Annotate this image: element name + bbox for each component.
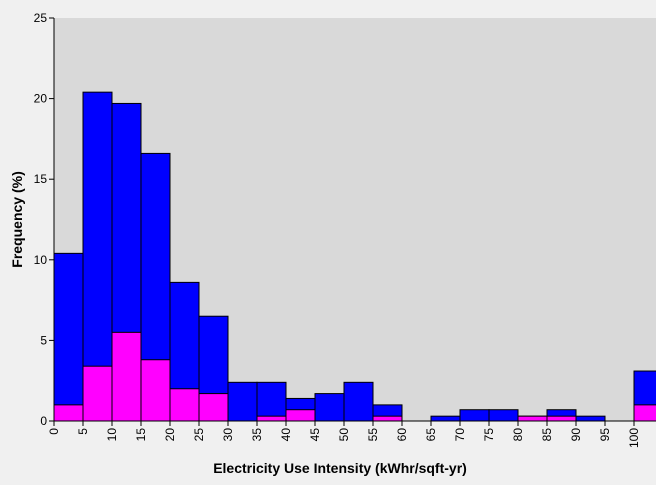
x-tick-label: 60	[395, 428, 409, 442]
x-tick-label: 40	[279, 428, 293, 442]
bar-series1-bin-0	[53, 252, 84, 422]
x-tick-label: 45	[308, 428, 322, 442]
bar-series2-bin-8	[285, 409, 316, 422]
bar-series2-bin-7	[256, 415, 287, 422]
bar-series1-bin-13	[430, 415, 461, 422]
x-tick-label: 80	[511, 428, 525, 442]
bar-series1-bin-10	[343, 381, 374, 422]
ticks-group: 0 5 10 15 20 25 0 5 10 15 20 25 30 35 40 45 50 55 60 65 70 75…	[34, 11, 641, 448]
y-tick-label: 0	[40, 414, 47, 428]
x-tick-label: 65	[424, 428, 438, 442]
x-tick-label: 55	[366, 428, 380, 442]
bar-series1-bin-7	[256, 381, 287, 422]
bar-series2-bin-0	[53, 404, 84, 422]
bar-series1-bin-18	[575, 415, 606, 422]
x-tick-label: 70	[453, 428, 467, 442]
bars-group	[53, 91, 656, 422]
bar-series2-bin-16	[517, 415, 548, 422]
x-tick-label: 90	[569, 428, 583, 442]
x-tick-label: 5	[76, 428, 90, 435]
x-axis-title: Electricity Use Intensity (kWhr/sqft-yr)	[213, 460, 467, 476]
bar-series2-bin-2	[111, 331, 142, 422]
x-tick-label: 10	[105, 428, 119, 442]
bar-series1-bin-15	[488, 409, 519, 422]
x-tick-label: 50	[337, 428, 351, 442]
bar-series1-bin-6	[227, 381, 258, 422]
bar-series2-bin-20	[633, 404, 656, 422]
x-tick-label: 85	[540, 428, 554, 442]
x-tick-label: 30	[221, 428, 235, 442]
y-tick-label: 10	[34, 253, 48, 267]
x-tick-label: 95	[598, 428, 612, 442]
bar-series2-bin-1	[82, 365, 113, 422]
bar-series2-bin-3	[140, 359, 171, 422]
x-tick-label: 100	[627, 428, 641, 448]
y-tick-label: 15	[34, 172, 48, 186]
y-tick-label: 5	[40, 333, 47, 347]
bar-series2-bin-4	[169, 388, 200, 422]
x-tick-label: 20	[163, 428, 177, 442]
y-tick-label: 20	[34, 92, 48, 106]
bar-series1-bin-14	[459, 409, 490, 422]
x-tick-label: 15	[134, 428, 148, 442]
bar-series2-bin-5	[198, 393, 229, 422]
x-tick-label: 25	[192, 428, 206, 442]
x-tick-label: 35	[250, 428, 264, 442]
x-tick-label: 0	[47, 428, 61, 435]
bar-series2-bin-11	[372, 415, 403, 422]
bar-series2-bin-17	[546, 415, 577, 422]
axes-group	[53, 18, 656, 422]
y-axis-title: Frequency (%)	[9, 171, 25, 267]
bar-series1-bin-9	[314, 393, 345, 422]
x-tick-label: 75	[482, 428, 496, 442]
y-tick-label: 25	[34, 11, 48, 25]
